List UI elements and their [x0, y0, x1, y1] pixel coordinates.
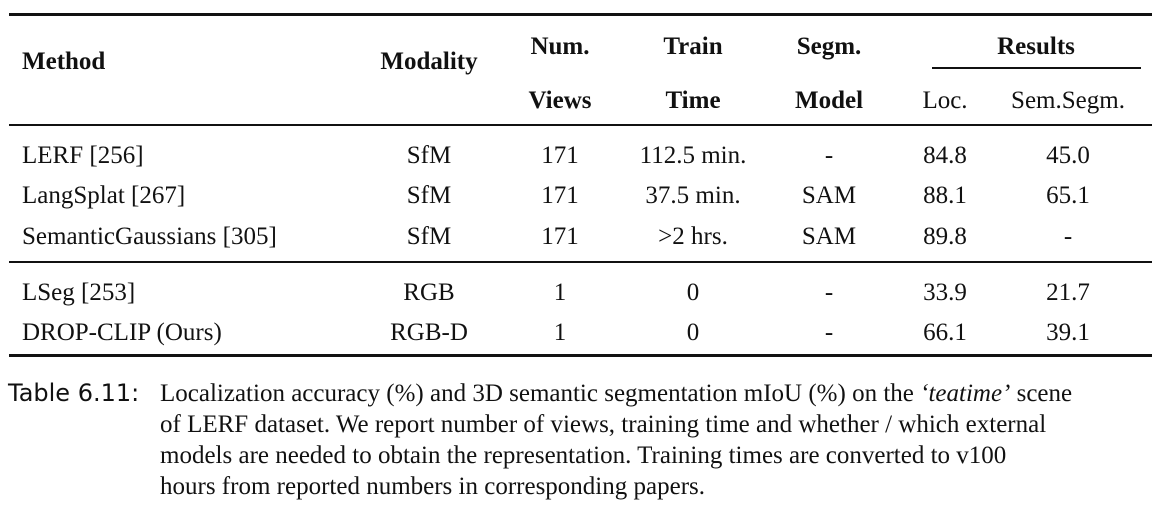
table-row-modality: RGB-D — [390, 319, 468, 346]
caption-line-4: hours from reported numbers in correspon… — [160, 473, 705, 500]
table-row-model: - — [824, 279, 834, 306]
table-row-model: SAM — [801, 182, 857, 209]
header-model: Model — [794, 87, 864, 114]
caption-line-1: Localization accuracy (%) and 3D semanti… — [160, 379, 1072, 409]
caption-line-1-a: Localization accuracy (%) and 3D semanti… — [160, 380, 921, 407]
table-row-views: 171 — [541, 142, 579, 169]
header-num: Num. — [530, 33, 590, 60]
header-segm: Segm. — [796, 33, 862, 60]
results-cmidrule — [932, 67, 1141, 69]
table-row-method: DROP-CLIP (Ours) — [22, 319, 222, 346]
table-row-model: SAM — [801, 223, 857, 250]
table-row-views: 171 — [541, 182, 579, 209]
table-row-modality: SfM — [406, 223, 452, 250]
table-row-loc: 88.1 — [923, 182, 967, 209]
header-modality: Modality — [380, 48, 478, 75]
table-row-modality: RGB — [403, 279, 455, 306]
table-top-rule — [9, 13, 1152, 16]
header-train: Train — [663, 33, 723, 60]
caption-scene-name: ‘teatime’ — [920, 380, 1011, 407]
table-row-method: LangSplat [267] — [22, 182, 186, 209]
header-views: Views — [528, 87, 592, 114]
table-row-sem: 45.0 — [1046, 142, 1090, 169]
table-row-method: LSeg [253] — [22, 279, 136, 306]
header-loc: Loc. — [922, 87, 968, 114]
table-row-views: 1 — [553, 319, 567, 346]
group-separator-rule — [9, 261, 1152, 263]
header-results: Results — [997, 33, 1075, 60]
table-row-time: 112.5 min. — [639, 142, 747, 169]
table-row-sem: 65.1 — [1046, 182, 1090, 209]
table-row-method: LERF [256] — [22, 142, 144, 169]
table-row-model: - — [824, 319, 834, 346]
table-row-loc: 66.1 — [923, 319, 967, 346]
table-row-sem: 39.1 — [1046, 319, 1090, 346]
table-row-method: SemanticGaussians [305] — [22, 223, 277, 250]
table-row-loc: 33.9 — [923, 279, 967, 306]
header-method: Method — [22, 48, 106, 75]
table-row-views: 171 — [541, 223, 579, 250]
caption-line-1-b: scene — [1010, 380, 1073, 407]
table-row-loc: 84.8 — [923, 142, 967, 169]
caption-line-2: of LERF dataset. We report number of vie… — [160, 411, 1047, 438]
table-row-loc: 89.8 — [923, 223, 967, 250]
table-row-time: 37.5 min. — [645, 182, 741, 209]
header-bottom-rule — [9, 124, 1152, 126]
table-row-time: 0 — [686, 319, 700, 346]
table-row-time: 0 — [686, 279, 700, 306]
table-row-sem: 21.7 — [1046, 279, 1090, 306]
table-row-modality: SfM — [406, 142, 452, 169]
table-row-time: >2 hrs. — [658, 223, 728, 250]
table-row-views: 1 — [553, 279, 567, 306]
caption-line-3: models are needed to obtain the represen… — [160, 442, 1007, 469]
header-semsegm: Sem.Segm. — [1011, 87, 1125, 114]
caption-label: Table 6.11: — [8, 379, 140, 407]
table-row-sem: - — [1063, 223, 1073, 250]
table-row-model: - — [824, 142, 834, 169]
header-time: Time — [665, 87, 721, 114]
table-row-modality: SfM — [406, 182, 452, 209]
table-bottom-rule — [9, 354, 1152, 357]
